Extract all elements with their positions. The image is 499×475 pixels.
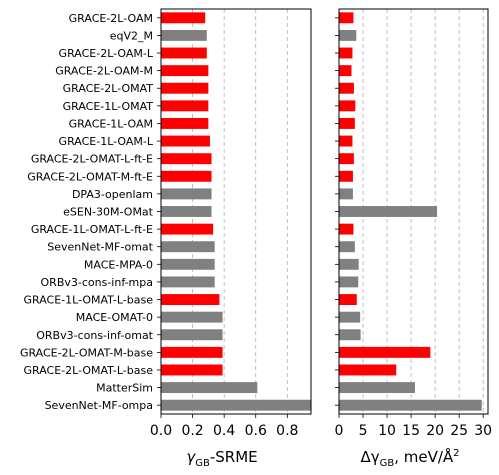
srme-bar-grace-2l-oam [161,12,206,24]
srme-y-tick-labels: GRACE-2L-OAM eqV2_M GRACE-2L-OAM-L GRACE-2L… [20,12,161,412]
y-tick-label-grace-2l-omat: GRACE-2L-OMAT [63,82,154,95]
y-tick-label-eqv2-m: eqV2_M [110,29,153,42]
delta-x-tick-label-5: 25 [450,423,468,439]
srme-bar-grace-2l-oam-m [161,65,209,77]
y-tick-label-mace-omat-0: MACE-OMAT-0 [76,311,153,324]
srme-bar-grace-1l-omat-l-ft-e [161,223,214,235]
y-tick-label-grace-1l-oam: GRACE-1L-OAM [69,117,153,130]
delta-bar-sevennet-mf-omat [339,241,355,253]
y-tick-label-grace-1l-omat-l-base: GRACE-1L-OMAT-L-base [24,294,154,307]
srme-bar-grace-1l-omat-l-base [161,294,220,306]
y-tick-label-grace-2l-oam-l: GRACE-2L-OAM-L [59,47,154,60]
delta-bar-grace-2l-omat-m-base [339,346,431,358]
delta-bar-grace-1l-omat-l-ft-e [339,223,354,235]
srme-bar-orbv3-cons-inf-omat [161,329,223,341]
panel-delta-gamma: 0 5 10 15 20 25 30 ΔγGB, meV/Å2 [335,8,492,469]
delta-bar-esen-30m-omat [339,206,438,217]
delta-bar-grace-2l-omat [339,82,354,94]
srme-bar-eqv2-m [161,29,207,41]
delta-bar-sevennet-mf-ompa [339,399,482,411]
y-tick-label-grace-1l-omat-l-ft-e: GRACE-1L-OMAT-L-ft-E [31,223,153,236]
srme-bar-grace-1l-oam-l [161,135,210,147]
srme-x-tick-label-1: 0.2 [181,423,203,439]
srme-x-tick-label-2: 0.4 [213,423,235,439]
y-tick-label-sevennet-mf-omat: SevenNet-MF-omat [47,241,153,254]
y-tick-label-mace-mpa-0: MACE-MPA-0 [84,258,153,271]
y-tick-label-orbv3-cons-inf-mpa: ORBv3-cons-inf-mpa [41,276,153,289]
srme-x-tick-label-0: 0.0 [150,423,172,439]
srme-bar-grace-2l-omat-m-base [161,346,223,358]
srme-bar-grace-2l-omat-l-base [161,364,223,376]
srme-bar-grace-1l-omat [161,100,209,112]
delta-x-axis-label: ΔγGB, meV/Å2 [360,447,459,469]
y-tick-label-grace-2l-omat-l-base: GRACE-2L-OMAT-L-base [24,364,154,377]
srme-bar-grace-2l-omat [161,82,209,94]
srme-bar-mace-mpa-0 [161,258,215,270]
delta-bar-grace-1l-omat-l-base [339,294,357,306]
delta-bar-grace-1l-omat [339,100,356,112]
delta-bar-mace-omat-0 [339,311,361,323]
delta-bar-grace-2l-omat-m-ft-e [339,170,353,182]
delta-x-tick-label-4: 20 [426,423,444,439]
srme-bars [161,12,311,411]
srme-bar-sevennet-mf-ompa [161,399,311,411]
srme-bar-grace-2l-omat-l-ft-e [161,153,212,165]
delta-bar-mattersim [339,382,415,394]
delta-bar-eqv2-m [339,29,357,41]
srme-x-axis-label: γGB-SRME [186,448,257,469]
srme-bar-grace-2l-omat-m-ft-e [161,170,212,182]
y-tick-label-grace-2l-omat-m-base: GRACE-2L-OMAT-M-base [20,346,153,359]
panel-srme: GRACE-2L-OAM eqV2_M GRACE-2L-OAM-L GRACE-2L… [20,8,312,469]
srme-bar-grace-1l-oam [161,117,209,129]
delta-x-tick-label-2: 10 [378,423,396,439]
delta-bar-grace-2l-omat-l-ft-e [339,153,354,165]
delta-y-ticks [335,17,339,406]
y-tick-label-grace-2l-omat-l-ft-e: GRACE-2L-OMAT-L-ft-E [31,153,153,166]
delta-bar-grace-2l-oam-l [339,47,353,59]
srme-x-tick-label-4: 0.8 [276,423,298,439]
delta-bar-grace-1l-oam [339,117,355,129]
y-tick-label-grace-2l-omat-m-ft-e: GRACE-2L-OMAT-M-ft-E [27,170,153,183]
srme-bar-dpa3-openlam [161,188,212,200]
y-tick-label-grace-2l-oam: GRACE-2L-OAM [69,12,153,25]
delta-x-tick-label-3: 15 [402,423,420,439]
delta-bar-dpa3-openlam [339,188,353,200]
y-tick-label-orbv3-cons-inf-omat: ORBv3-cons-inf-omat [36,329,153,342]
y-tick-label-esen-30m-omat: eSEN-30M-OMat [63,206,154,219]
y-tick-label-dpa3-openlam: DPA3-openlam [72,188,153,201]
delta-x-tick-label-1: 5 [359,423,368,439]
srme-bar-grace-2l-oam-l [161,47,207,59]
y-tick-label-sevennet-mf-ompa: SevenNet-MF-ompa [45,399,153,412]
delta-bar-orbv3-cons-inf-omat [339,329,361,341]
delta-x-tick-label-0: 0 [335,423,344,439]
delta-x-tick-labels: 0 5 10 15 20 25 30 [335,414,492,439]
srme-x-tick-labels: 0.0 0.2 0.4 0.6 0.8 [150,414,298,439]
srme-x-tick-label-3: 0.6 [245,423,267,439]
y-tick-label-grace-1l-omat: GRACE-1L-OMAT [63,100,154,113]
delta-bar-grace-2l-oam [339,12,354,24]
delta-bar-grace-2l-oam-m [339,65,352,77]
delta-bar-orbv3-cons-inf-mpa [339,276,359,288]
y-tick-label-grace-1l-oam-l: GRACE-1L-OAM-L [59,135,154,148]
delta-x-tick-label-6: 30 [474,423,492,439]
y-tick-label-grace-2l-oam-m: GRACE-2L-OAM-M [55,65,153,78]
delta-bar-grace-2l-omat-l-base [339,364,397,376]
y-tick-label-mattersim: MatterSim [96,382,153,395]
srme-bar-orbv3-cons-inf-mpa [161,276,215,288]
srme-bar-sevennet-mf-omat [161,241,215,253]
delta-bar-mace-mpa-0 [339,258,359,270]
delta-bar-grace-1l-oam-l [339,135,353,147]
srme-bar-esen-30m-omat [161,206,212,217]
srme-bar-mace-omat-0 [161,311,223,323]
srme-bar-mattersim [161,382,258,394]
delta-bars [339,12,482,411]
